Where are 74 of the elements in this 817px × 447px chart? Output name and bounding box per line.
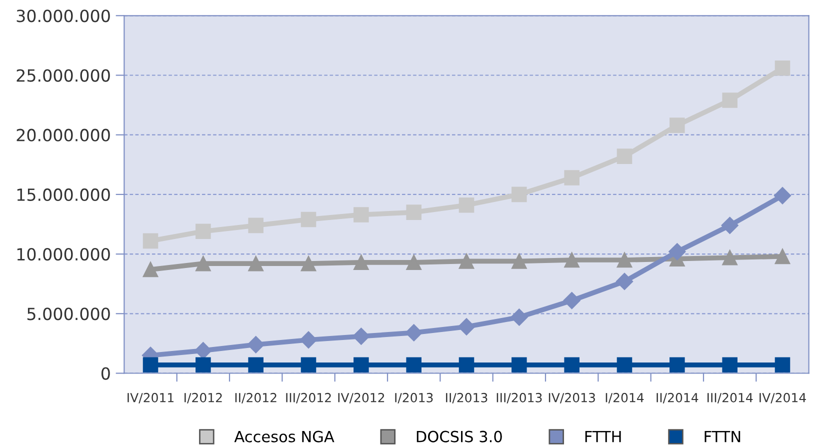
y-tick-label: 0 (101, 367, 110, 380)
point (405, 324, 422, 342)
point (668, 243, 686, 260)
point (722, 250, 738, 266)
x-tick-label: IV/2012 (338, 392, 384, 404)
point (722, 357, 738, 373)
point (774, 187, 792, 204)
point (196, 224, 211, 240)
point (406, 204, 422, 220)
point (300, 357, 316, 373)
point (774, 357, 790, 373)
point (354, 357, 369, 373)
y-tick-label: 20.000.000 (16, 128, 110, 142)
x-tick-label: III/2013 (496, 392, 542, 404)
point (248, 256, 264, 272)
point (354, 207, 369, 222)
point (512, 186, 527, 202)
point (248, 218, 264, 234)
point (722, 92, 738, 108)
point (196, 357, 211, 373)
point (458, 198, 474, 213)
point (406, 357, 422, 373)
point (300, 256, 316, 272)
point (616, 252, 632, 268)
point (196, 256, 211, 272)
point (510, 308, 528, 326)
x-tick-label: II/2013 (446, 392, 488, 404)
x-tick-label: IV/2014 (760, 392, 806, 404)
legend-label: Accesos NGA (234, 430, 334, 442)
point (512, 254, 527, 269)
legend-label: FTTN (704, 431, 740, 442)
x-tick-label: IV/2011 (128, 392, 174, 404)
point (194, 342, 212, 360)
y-tick-label: 10.000.000 (17, 248, 110, 261)
point (458, 318, 476, 336)
point (300, 212, 316, 228)
point (512, 357, 527, 373)
x-tick-label: II/2014 (656, 392, 698, 404)
point (354, 254, 369, 270)
x-tick-label: III/2012 (286, 392, 331, 404)
x-tick-label: I/2013 (395, 392, 433, 404)
point (774, 248, 790, 264)
point (564, 252, 580, 268)
x-tick-label: II/2012 (235, 392, 276, 404)
point (564, 357, 580, 373)
y-tick-label: 5.000.000 (27, 308, 110, 320)
x-tick-label: I/2012 (184, 392, 222, 404)
point (616, 357, 632, 373)
legend-label: FTTH (585, 431, 621, 442)
point (721, 216, 738, 234)
point (458, 357, 474, 373)
point (300, 331, 318, 348)
point (458, 254, 474, 269)
point (563, 292, 580, 310)
point (142, 233, 158, 249)
y-tick-label: 15.000.000 (17, 188, 110, 202)
point (142, 262, 158, 278)
point (247, 336, 264, 354)
point (406, 254, 422, 270)
x-tick-label: III/2014 (708, 392, 753, 404)
legend-label: DOCSIS 3.0 (416, 430, 502, 442)
point (670, 118, 685, 133)
point (774, 60, 790, 76)
point (670, 357, 685, 373)
y-tick-label: 25.000.000 (16, 69, 110, 82)
x-tick-label: I/2014 (606, 392, 644, 404)
y-tick-label: 30.000.000 (16, 10, 110, 22)
point (352, 328, 370, 345)
point (616, 272, 634, 290)
x-tick-label: IV/2013 (548, 392, 595, 404)
point (564, 170, 580, 186)
point (616, 148, 632, 164)
point (248, 357, 264, 373)
point (142, 357, 158, 373)
